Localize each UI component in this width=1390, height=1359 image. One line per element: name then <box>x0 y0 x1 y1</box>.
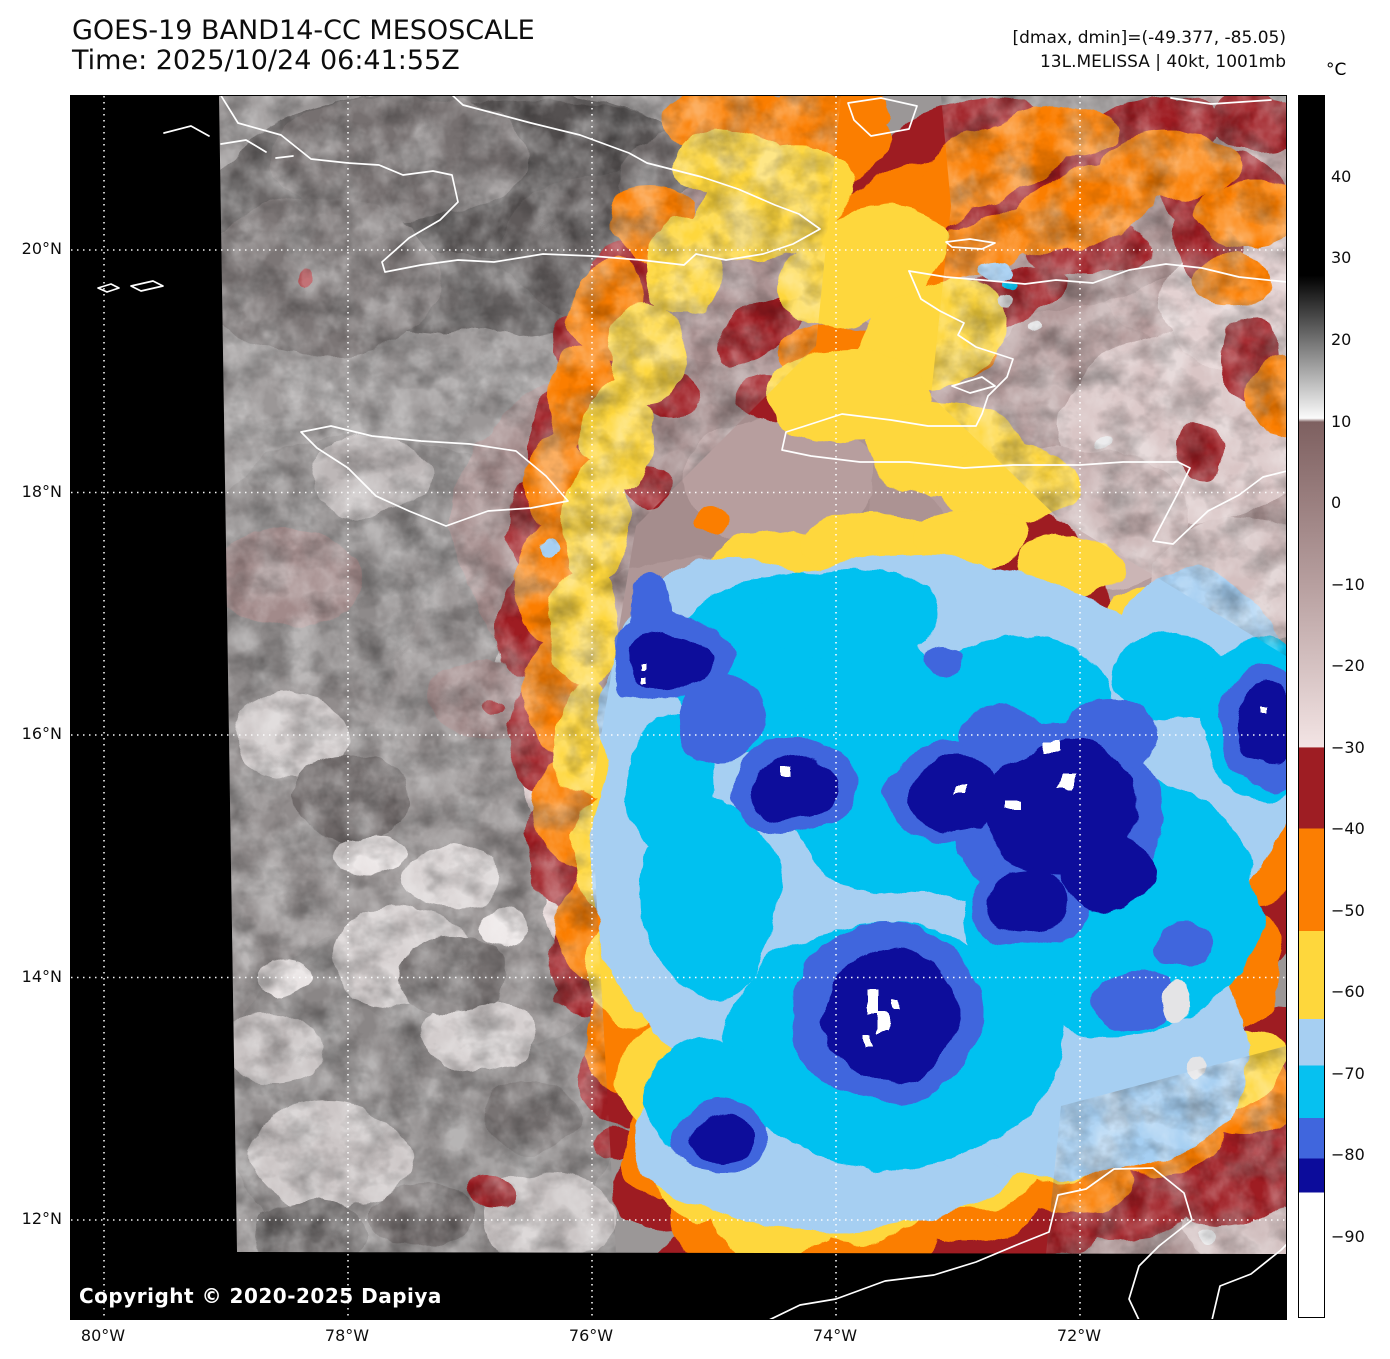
colorbar-tick-label: −50 <box>1331 900 1365 920</box>
gridlines <box>71 96 1286 1319</box>
x-tick-label: 78°W <box>324 1326 370 1345</box>
y-tick-label: 12°N <box>21 1209 62 1228</box>
title-block: GOES-19 BAND14-CC MESOSCALE Time: 2025/1… <box>72 16 535 76</box>
colorbar-tick-label: −90 <box>1331 1226 1365 1246</box>
storm-info: 13L.MELISSA | 40kt, 1001mb <box>1039 52 1286 72</box>
y-tick-label: 16°N <box>21 724 62 743</box>
y-tick-label: 14°N <box>21 966 62 986</box>
colorbar-tick-label: 10 <box>1331 411 1352 431</box>
colorbar <box>1298 95 1325 1318</box>
colorbar-tick-label: 0 <box>1331 493 1342 513</box>
colorbar-tick-label: 20 <box>1331 330 1352 349</box>
colorbar-tick-label: −40 <box>1331 819 1365 839</box>
colorbar-tick-label: −70 <box>1331 1063 1365 1083</box>
colorbar-tick-label: −60 <box>1331 982 1365 1002</box>
satellite-image <box>71 96 1286 1319</box>
x-tick-label: 72°W <box>1056 1326 1102 1345</box>
copyright-notice: Copyright © 2020-2025 Dapiya <box>79 1284 442 1308</box>
coastlines <box>97 96 1286 1319</box>
colorbar-unit-label: °C <box>1326 60 1347 80</box>
y-tick-label: 20°N <box>21 239 62 258</box>
satellite-map: Copyright © 2020-2025 Dapiya <box>70 95 1287 1320</box>
colorbar-tick-label: −30 <box>1331 737 1365 757</box>
dmax-dmin-readout: [dmax, dmin]=(-49.377, -85.05) <box>1012 28 1287 48</box>
y-tick-label: 18°N <box>21 481 62 501</box>
colorbar-tick-label: 30 <box>1331 248 1352 268</box>
colorbar-tick-label: 40 <box>1331 166 1352 186</box>
x-tick-label: 76°W <box>568 1326 614 1345</box>
colorbar-tick-label: −80 <box>1331 1145 1365 1165</box>
colorbar-tick-label: −20 <box>1331 656 1365 676</box>
page-title: GOES-19 BAND14-CC MESOSCALE <box>72 15 535 46</box>
x-tick-label: 74°W <box>812 1326 858 1345</box>
data-region <box>219 96 1286 1254</box>
x-tick-label: 80°W <box>80 1326 126 1345</box>
colorbar-tick-label: −10 <box>1331 574 1365 594</box>
info-block: [dmax, dmin]=(-49.377, -85.05) 13L.MELIS… <box>1013 26 1287 74</box>
timestamp: Time: 2025/10/24 06:41:55Z <box>72 45 460 76</box>
